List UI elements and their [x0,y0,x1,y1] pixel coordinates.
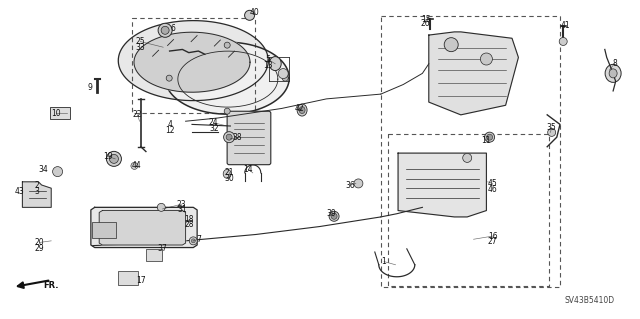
Ellipse shape [223,169,231,178]
Ellipse shape [191,239,195,243]
Text: 42: 42 [294,104,305,113]
Bar [50,107,70,119]
Ellipse shape [223,132,235,143]
Text: 4: 4 [167,120,172,129]
Text: 27: 27 [488,237,498,246]
Ellipse shape [244,10,255,20]
Polygon shape [99,211,186,245]
Text: 18: 18 [185,215,194,224]
Text: 30: 30 [224,174,234,182]
Ellipse shape [278,69,288,78]
Text: 12: 12 [165,126,174,135]
Bar [146,249,161,261]
Ellipse shape [166,75,172,81]
Ellipse shape [158,23,172,37]
Text: 16: 16 [488,232,498,241]
Text: 14: 14 [243,165,253,174]
Polygon shape [165,42,289,114]
Text: 43: 43 [14,187,24,196]
Ellipse shape [486,134,493,140]
Ellipse shape [224,42,230,48]
Ellipse shape [331,213,337,219]
Text: 2: 2 [35,181,40,189]
Ellipse shape [109,154,118,163]
Text: 45: 45 [488,179,498,188]
Ellipse shape [484,132,495,142]
Text: 7: 7 [196,235,201,244]
Text: 24: 24 [209,118,219,127]
Ellipse shape [189,237,197,245]
Ellipse shape [559,37,567,46]
Text: 34: 34 [38,165,49,174]
Ellipse shape [161,26,169,34]
Ellipse shape [224,108,230,114]
Text: 25: 25 [135,37,145,46]
Text: 10: 10 [51,109,61,118]
Text: 38: 38 [232,133,242,142]
Text: 23: 23 [177,200,187,209]
Bar [118,271,138,285]
Text: 21: 21 [225,168,234,177]
Text: 46: 46 [488,185,498,194]
Text: SV43B5410D: SV43B5410D [564,296,614,305]
Text: 19: 19 [102,152,113,161]
Polygon shape [22,182,51,207]
Polygon shape [118,21,268,100]
Ellipse shape [444,38,458,52]
Text: 26: 26 [420,19,431,28]
Text: 11: 11 [482,136,491,145]
Ellipse shape [269,56,281,70]
Ellipse shape [106,151,122,167]
Text: 3: 3 [35,187,40,196]
Text: 5: 5 [265,55,270,63]
Text: 22: 22 [133,110,142,119]
Text: 29: 29 [35,244,45,253]
Ellipse shape [299,107,305,114]
Text: 13: 13 [262,61,273,70]
Ellipse shape [609,69,617,78]
Bar [92,222,116,238]
Ellipse shape [282,75,288,81]
Text: 6: 6 [170,24,175,33]
Text: 37: 37 [157,244,167,253]
Text: 31: 31 [177,205,187,214]
Text: 32: 32 [209,124,219,133]
Text: 15: 15 [420,15,431,24]
Ellipse shape [226,134,232,140]
Text: 17: 17 [136,276,146,285]
Text: 20: 20 [35,238,45,247]
Text: 8: 8 [612,59,617,68]
Polygon shape [398,153,486,217]
Text: 9: 9 [87,83,92,92]
Ellipse shape [52,167,63,177]
Text: 35: 35 [547,123,557,132]
Ellipse shape [605,64,621,82]
Polygon shape [91,207,197,248]
Ellipse shape [548,128,556,137]
Ellipse shape [354,179,363,188]
Text: 44: 44 [132,161,142,170]
Text: 28: 28 [185,220,194,229]
Ellipse shape [329,211,339,221]
Polygon shape [429,32,518,115]
Ellipse shape [463,153,472,162]
Text: 33: 33 [135,43,145,52]
Ellipse shape [157,203,165,211]
Text: 1: 1 [381,257,387,266]
Ellipse shape [297,104,307,116]
Ellipse shape [131,162,138,169]
FancyBboxPatch shape [227,111,271,165]
Text: 40: 40 [250,8,260,17]
Ellipse shape [481,53,492,65]
Text: 36: 36 [346,181,356,189]
Text: FR.: FR. [44,281,59,290]
Text: 41: 41 [560,21,570,30]
Text: 39: 39 [326,209,337,218]
Polygon shape [134,32,250,92]
